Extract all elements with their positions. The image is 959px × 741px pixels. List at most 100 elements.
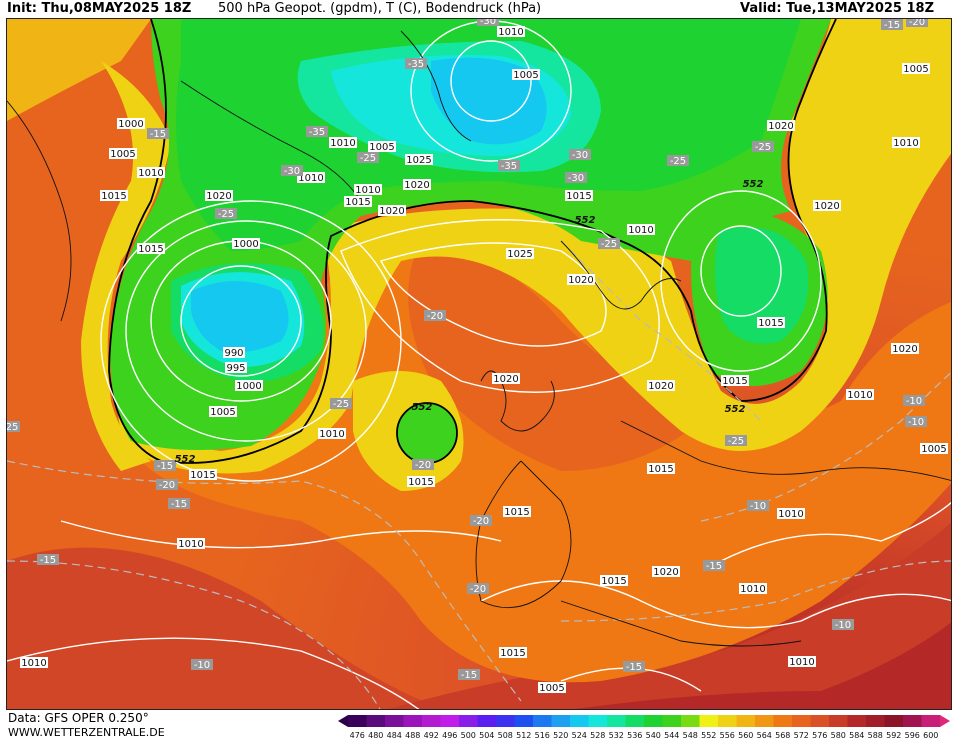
- pressure-label-33: 1020: [892, 344, 917, 355]
- temperature-label-bg-18: [154, 460, 176, 471]
- pressure-label-26: 1020: [768, 121, 793, 132]
- colorbar-tick-23: 568: [775, 731, 790, 740]
- temperature-label-bg-22: [37, 554, 59, 565]
- pressure-label-bg-45: [538, 682, 566, 693]
- temperature-label-23: -10: [194, 660, 210, 671]
- temperature-label-32: -20: [909, 19, 925, 28]
- init-time: Init: Thu,08MAY2025 18Z: [7, 1, 192, 16]
- colorbar-tick-0: 476: [350, 731, 365, 740]
- temperature-labels: -30 -35 -35 -25 -30 -15 -25 -25 -35 -30 -30 -25 -25 -…: [7, 19, 928, 681]
- pressure-label-bg-7: [137, 243, 165, 254]
- colorbar-tick-25: 576: [812, 731, 827, 740]
- colorbar-swatch-12: [570, 715, 589, 727]
- colorbar-swatch-10: [533, 715, 552, 727]
- pressure-label-bg-46: [499, 647, 527, 658]
- pressure-label-bg-29: [813, 200, 841, 211]
- colorbar-swatch-15: [625, 715, 645, 727]
- temperature-label-bg-25: [623, 661, 645, 672]
- temperature-label-1: -35: [408, 59, 424, 70]
- temperature-label-0: -30: [480, 19, 496, 27]
- pressure-label-bg-35: [647, 463, 675, 474]
- geopotential-label-0: 552: [175, 454, 196, 465]
- colorbar-swatch-4: [422, 715, 441, 727]
- temperature-label-8: -35: [501, 161, 517, 172]
- colorbar-swatch-7: [477, 715, 497, 727]
- pressure-label-9: 990: [224, 348, 243, 359]
- colorbar-swatch-20: [718, 715, 737, 727]
- pressure-label-2: 1000: [118, 119, 143, 130]
- pressure-label-7: 1015: [138, 244, 163, 255]
- pressure-label-37: 1010: [178, 539, 203, 550]
- temperature-label-2: -35: [309, 127, 325, 138]
- colorbar-swatch-2: [385, 715, 404, 727]
- colorbar-swatch-22: [755, 715, 774, 727]
- pressure-label-32: 1015: [758, 318, 783, 329]
- pressure-label-36: 1015: [504, 507, 529, 518]
- temperature-label-bg-7: [752, 141, 774, 152]
- data-source: Data: GFS OPER 0.250°: [8, 711, 149, 725]
- pressure-label-bg-24: [506, 248, 534, 259]
- colorbar-max-arrow: [940, 715, 950, 727]
- field-band-540-east: [714, 227, 809, 344]
- pressure-label-1: 1005: [513, 70, 538, 81]
- pressure-label-38: 1015: [601, 576, 626, 587]
- pressure-label-bg-41: [777, 508, 805, 519]
- temperature-label-10: -30: [568, 173, 584, 184]
- pressure-label-14: 1015: [190, 470, 215, 481]
- temperature-label-bg-17: [412, 459, 434, 470]
- temperature-label-31: -15: [461, 670, 477, 681]
- temperature-label-9: -30: [572, 150, 588, 161]
- colorbar-tick-21: 560: [738, 731, 753, 740]
- pressure-label-4: 1010: [138, 168, 163, 179]
- colorbar-tick-17: 544: [664, 731, 679, 740]
- pressure-label-41: 1010: [778, 509, 803, 520]
- pressure-label-bg-18: [405, 154, 433, 165]
- temperature-label-33: 25: [7, 422, 18, 433]
- colorbar-tick-26: 580: [831, 731, 846, 740]
- temperature-label-bg-29: [903, 395, 925, 406]
- colorbar-tick-10: 516: [535, 731, 550, 740]
- colorbar-tick-19: 552: [701, 731, 716, 740]
- geopotential-label-3: 552: [743, 179, 764, 190]
- colorbar-tick-13: 528: [590, 731, 605, 740]
- pressure-label-bg-6: [205, 190, 233, 201]
- temperature-label-bg-9: [569, 149, 591, 160]
- pressure-label-bg-40: [739, 583, 767, 594]
- field-band-560-nw: [7, 19, 151, 121]
- pressure-label-0: 1010: [498, 27, 523, 38]
- colorbar-swatch-30: [903, 715, 922, 727]
- colorbar-swatch-11: [551, 715, 571, 727]
- pressure-label-bg-12: [209, 406, 237, 417]
- pressure-label-13: 1010: [319, 429, 344, 440]
- temperature-label-28: -15: [884, 20, 900, 31]
- pressure-label-bg-26: [767, 120, 795, 131]
- pressure-label-bg-28: [902, 63, 930, 74]
- temperature-label-24: -10: [835, 620, 851, 631]
- colorbar-swatch-28: [866, 715, 885, 727]
- pressure-label-12: 1005: [210, 407, 235, 418]
- temperature-label-bg-28: [881, 19, 903, 30]
- header: Init: Thu,08MAY2025 18Z 500 hPa Geopot. …: [0, 0, 959, 18]
- temperature-label-16: -25: [333, 399, 349, 410]
- pressure-label-bg-42: [647, 380, 675, 391]
- pressure-label-bg-14: [189, 469, 217, 480]
- colorbar-swatch-19: [699, 715, 719, 727]
- pressure-label-bg-44: [788, 656, 816, 667]
- pressure-label-19: 1020: [404, 180, 429, 191]
- pressure-label-21: 1010: [355, 185, 380, 196]
- pressure-label-10: 995: [226, 363, 245, 374]
- pressure-label-40: 1010: [740, 584, 765, 595]
- colorbar-tick-5: 496: [442, 731, 457, 740]
- pressure-label-bg-48: [492, 373, 520, 384]
- pressure-label-bg-33: [891, 343, 919, 354]
- colorbar-swatch-5: [440, 715, 460, 727]
- temperature-label-bg-21: [467, 583, 489, 594]
- colorbar-swatch-27: [847, 715, 867, 727]
- temperature-label-22: -15: [40, 555, 56, 566]
- colorbar-swatch-13: [588, 715, 608, 727]
- pressure-label-47: 1010: [21, 658, 46, 669]
- colorbar-swatch-14: [607, 715, 626, 727]
- field-band-564: [7, 547, 445, 709]
- temperature-label-bg-4: [281, 165, 303, 176]
